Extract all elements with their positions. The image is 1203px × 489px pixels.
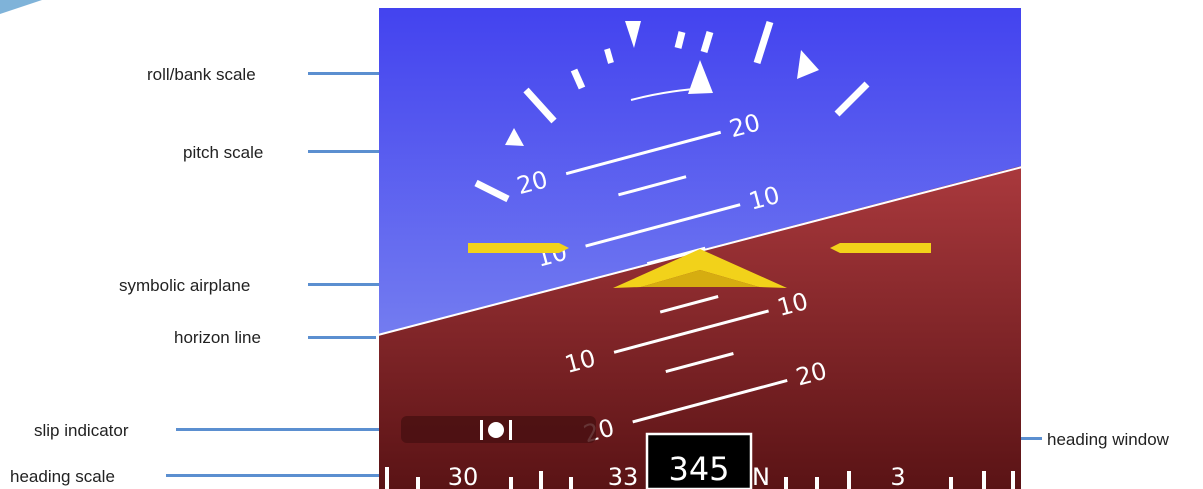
center-chevron-shade [641,270,759,287]
heading-scale-leader [166,474,381,477]
roll-tick [523,87,557,124]
roll-pointer-top [625,21,641,48]
horizon-line-leader [308,336,376,339]
slip-indicator-leader [176,428,406,431]
pitch-line-20-down [632,379,788,424]
heading-tick [539,471,543,489]
pitch-line-15-up [618,175,687,197]
slip-indicator-left-mark [480,420,483,440]
roll-tick [674,31,686,49]
heading-scale: 30 33 N 3 [385,463,1015,489]
heading-tick [784,477,788,489]
heading-window: 345 [645,432,753,489]
roll-tick [753,20,774,65]
pitch-line-10-down [613,309,769,354]
slip-indicator-label: slip indicator [34,421,129,440]
left-wing-bar [468,243,569,253]
roll-bank-scale [474,20,870,203]
roll-tick [474,179,510,203]
heading-tick [949,477,953,489]
heading-label: 33 [608,463,639,489]
symbolic-airplane [468,243,931,288]
heading-window-value: 345 [668,450,729,488]
roll-marker-left [505,128,524,146]
heading-tick [509,477,513,489]
corner-accent [0,0,42,14]
heading-label: 3 [890,463,905,489]
heading-tick [385,467,389,489]
attitude-indicator-svg: 10 10 10 10 20 20 20 20 [379,8,1021,489]
pitch-line-15-down [665,352,734,374]
roll-tick [604,48,614,64]
heading-tick [569,477,573,489]
center-chevron [613,249,787,288]
heading-window-box [645,432,753,489]
horizon-line-label: horizon line [174,328,261,347]
heading-scale-label: heading scale [10,467,115,486]
heading-tick [815,477,819,489]
roll-marker-right [797,50,819,79]
slip-indicator [401,416,596,443]
heading-label: 30 [448,463,479,489]
slip-indicator-ball [488,422,504,438]
heading-label: N [752,463,770,489]
slip-indicator-right-mark [509,420,512,440]
roll-tick [834,81,870,117]
pitch-scale-label: pitch scale [183,143,264,162]
heading-tick [416,477,420,489]
roll-arc [630,87,710,101]
heading-tick [847,471,851,489]
attitude-indicator: 10 10 10 10 20 20 20 20 [379,8,1021,489]
sky-pointer [688,60,713,94]
roll-bank-scale-label: roll/bank scale [147,65,256,84]
pitch-line-20-up [565,130,722,176]
right-wing-bar [830,243,931,253]
heading-window-label: heading window [1047,430,1169,449]
pitch-line-10-up [585,203,741,248]
heading-tick [1011,471,1015,489]
heading-tick [982,471,986,489]
pitch-line-5-up [646,246,706,266]
pitch-line-5-down [659,295,719,314]
symbolic-airplane-label: symbolic airplane [119,276,251,295]
roll-tick [700,30,714,54]
roll-tick [570,68,586,90]
